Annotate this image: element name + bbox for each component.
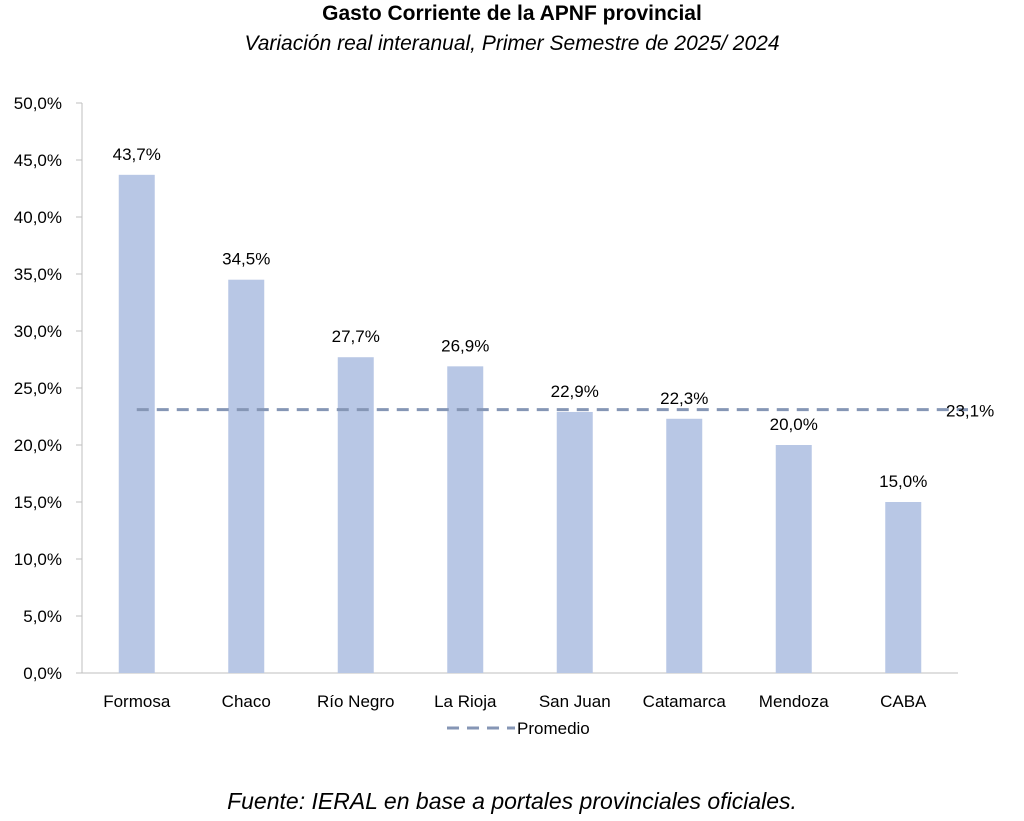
- bar-value-label: 27,7%: [332, 327, 380, 346]
- bar: [556, 411, 593, 673]
- chart-subtitle: Variación real interanual, Primer Semest…: [244, 32, 780, 55]
- category-label: Río Negro: [317, 692, 394, 711]
- y-tick-label: 25,0%: [14, 379, 62, 398]
- bar-value-label: 26,9%: [441, 336, 489, 355]
- bar: [885, 502, 922, 673]
- category-label: Chaco: [222, 692, 271, 711]
- y-tick-label: 35,0%: [14, 265, 62, 284]
- bar-value-label: 22,3%: [660, 389, 708, 408]
- source-note: Fuente: IERAL en base a portales provinc…: [227, 788, 797, 814]
- category-label: Catamarca: [643, 692, 727, 711]
- y-tick-label: 5,0%: [23, 607, 62, 626]
- category-label: Formosa: [103, 692, 171, 711]
- bar-value-label: 15,0%: [879, 472, 927, 491]
- bar: [447, 366, 484, 673]
- bar-value-label: 20,0%: [770, 415, 818, 434]
- category-label: Mendoza: [759, 692, 829, 711]
- y-tick-label: 45,0%: [14, 151, 62, 170]
- bar: [775, 445, 812, 673]
- category-label: La Rioja: [434, 692, 497, 711]
- y-tick-label: 10,0%: [14, 550, 62, 569]
- category-label: CABA: [880, 692, 927, 711]
- y-tick-label: 40,0%: [14, 208, 62, 227]
- y-tick-label: 30,0%: [14, 322, 62, 341]
- category-label: San Juan: [539, 692, 611, 711]
- bar: [228, 279, 265, 673]
- y-tick-label: 15,0%: [14, 493, 62, 512]
- legend-average-label: Promedio: [517, 719, 590, 738]
- average-value-label: 23,1%: [946, 402, 994, 421]
- bar: [337, 357, 374, 673]
- bar-value-label: 22,9%: [551, 382, 599, 401]
- bar-chart: 0,0% 5,0% 10,0% 15,0% 20,0% 25,0% 30,0% 35,0% 40…: [14, 94, 994, 738]
- bar: [118, 174, 155, 673]
- y-tick-label: 50,0%: [14, 94, 62, 113]
- bar-value-label: 34,5%: [222, 250, 270, 269]
- y-tick-label: 20,0%: [14, 436, 62, 455]
- bar: [666, 418, 703, 673]
- y-tick-label: 0,0%: [23, 664, 62, 683]
- bar-value-label: 43,7%: [113, 145, 161, 164]
- chart-title: Gasto Corriente de la APNF provincial: [322, 2, 702, 25]
